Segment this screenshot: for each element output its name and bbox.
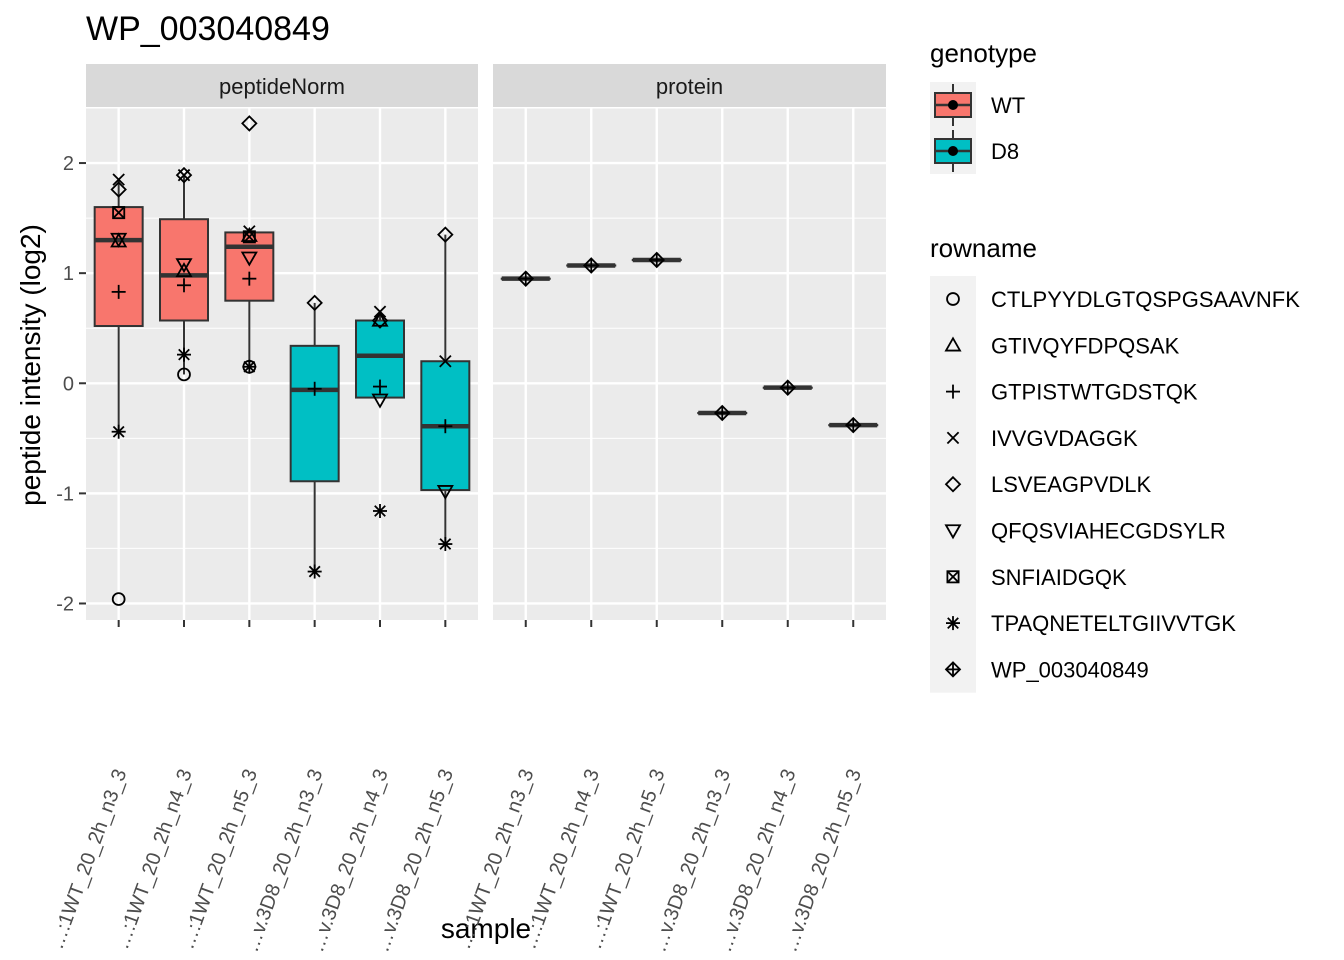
rowname-legend-label: LSVEAGPVDLK (991, 472, 1152, 497)
box-iqr (289, 344, 340, 483)
facet-peptideNorm: peptideNorm-2-1012…:1WT_20_2h_n3_3…:1WT_… (46, 64, 478, 955)
rowname-legend-key-circle (946, 292, 960, 306)
data-point-diamond (110, 181, 127, 198)
data-point-plus (242, 271, 257, 286)
box-3 (289, 302, 340, 572)
genotype-legend-item-WT: WT (930, 82, 1025, 128)
rowname-legend-key-triangle (944, 336, 962, 352)
data-point-plus (177, 278, 191, 293)
facet-strip (493, 64, 886, 107)
data-point-circle (177, 367, 191, 382)
data-point-triangle (175, 262, 193, 278)
rowname-legend-label: TPAQNETELTGIIVVTGK (991, 611, 1236, 636)
rowname-legend-key-triangle-down (944, 524, 962, 540)
legend-key-dot (948, 100, 958, 110)
x-axis-title: sample (441, 913, 531, 944)
panel-background (86, 108, 478, 620)
y-tick-label: 0 (63, 373, 74, 395)
data-point-plus (438, 419, 453, 434)
facet-strip (86, 64, 478, 107)
rowname-legend-label: GTIVQYFDPQSAK (991, 333, 1180, 358)
data-point-plus (307, 381, 322, 396)
data-point-asterisk (373, 503, 387, 518)
data-point-asterisk (438, 537, 453, 552)
data-point-diamond-plus (517, 270, 535, 287)
genotype-legend-label: D8 (991, 139, 1019, 164)
data-point-triangle-down (371, 393, 389, 409)
facet-panels: peptideNorm-2-1012…:1WT_20_2h_n3_3…:1WT_… (46, 64, 886, 955)
rowname-legend-key-diamond-plus (944, 661, 962, 678)
rowname-legend-key-diamond (944, 475, 962, 493)
rowname-legend-label: QFQSVIAHECGDSYLR (991, 519, 1226, 544)
rowname-legend-key-cross (946, 431, 960, 445)
box-0 (93, 179, 144, 433)
data-point-diamond (306, 294, 323, 312)
panel-background (493, 108, 886, 620)
data-point-triangle-down (175, 258, 193, 274)
y-tick-label: 1 (63, 263, 74, 285)
data-point-triangle-down (240, 251, 258, 267)
y-tick-label: -1 (56, 483, 74, 505)
rowname-legend-label: CTLPYYDLGTQSPGSAAVNFK (991, 287, 1300, 312)
box-iqr (93, 206, 144, 328)
data-point-triangle-down (436, 485, 454, 500)
data-point-diamond (437, 226, 454, 243)
data-point-circle (111, 592, 126, 606)
data-point-diamond-plus (779, 379, 797, 396)
y-axis-title: peptide intensity (log2) (15, 224, 46, 506)
rowname-legend-title: rowname (930, 233, 1037, 263)
chart-title: WP_003040849 (86, 10, 330, 48)
data-point-square-cross (112, 206, 126, 220)
data-point-diamond-plus (713, 404, 731, 422)
data-point-diamond-plus (648, 251, 666, 269)
legends: genotype WT D8 rowname CTLPYYDLGTQSPGSAAVNFK… (930, 38, 1300, 693)
rowname-legend-label: IVVGVDAGGK (991, 426, 1138, 451)
rowname-legend-key-asterisk (946, 616, 960, 631)
facet-protein: protein…:1WT_20_2h_n3_3…:1WT_20_2h_n4_3…… (453, 64, 886, 955)
facet-strip-label: peptideNorm (219, 74, 345, 99)
data-point-diamond (241, 115, 258, 132)
data-point-triangle (371, 311, 389, 327)
rowname-legend-key-square-cross (946, 570, 960, 584)
facet-strip-label: protein (656, 74, 723, 99)
rowname-legend-label: SNFIAIDGQK (991, 565, 1127, 590)
data-point-plus (111, 284, 126, 299)
genotype-legend-title: genotype (930, 38, 1037, 68)
data-point-asterisk (242, 359, 257, 374)
data-point-diamond-plus (582, 257, 600, 274)
data-point-plus (373, 379, 387, 394)
data-point-triangle-down (110, 232, 128, 248)
genotype-legend-label: WT (991, 93, 1025, 118)
data-point-diamond (371, 312, 389, 329)
rowname-legend-label: WP_003040849 (991, 657, 1149, 682)
data-point-asterisk (177, 347, 191, 362)
data-point-asterisk (307, 564, 322, 579)
rowname-legend-key-plus (946, 384, 960, 399)
data-point-cross (439, 355, 452, 368)
genotype-legend-item-D8: D8 (930, 128, 1019, 174)
data-point-diamond (175, 166, 193, 184)
data-point-cross (112, 173, 125, 186)
y-tick-label: -2 (56, 593, 74, 615)
data-point-square-cross (242, 230, 256, 244)
y-tick-label: 2 (63, 153, 74, 175)
legend-key-dot (948, 146, 958, 156)
data-point-asterisk (111, 424, 126, 439)
data-point-cross (373, 305, 387, 318)
rowname-legend-label: GTPISTWTGDSTQK (991, 380, 1198, 405)
data-point-diamond-plus (844, 416, 862, 434)
